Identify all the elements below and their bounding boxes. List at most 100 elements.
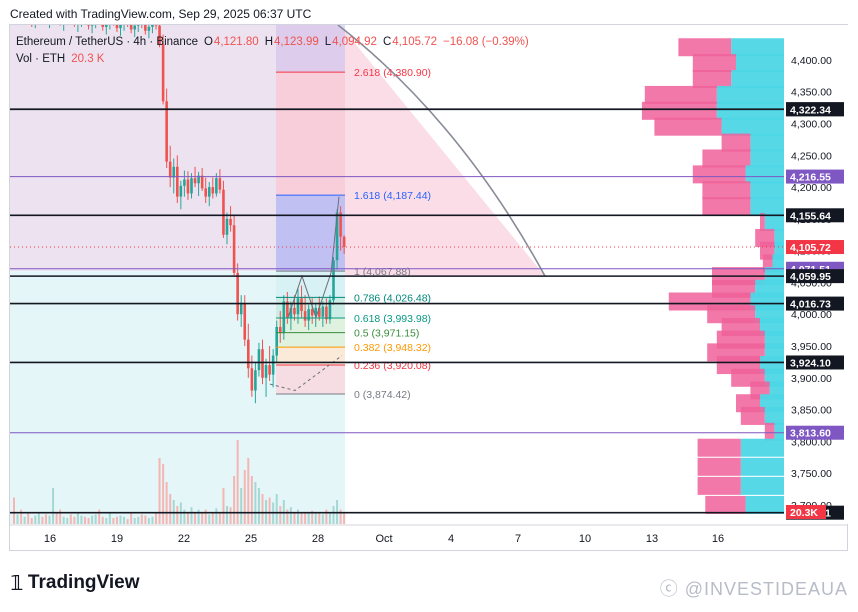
price-tick-label: 4,400.00: [791, 55, 832, 67]
volume-bar: [112, 518, 115, 524]
candle-body: [186, 179, 190, 194]
legend-close-label: C: [383, 36, 391, 48]
price-tick-label: 3,950.00: [791, 341, 832, 353]
candle-body: [112, 18, 115, 22]
candle-body: [133, 25, 136, 30]
level-price-tag: [786, 355, 844, 370]
time-tick-label: 16: [44, 533, 56, 545]
candle-body: [261, 349, 264, 378]
volume-profile-bar-pink: [692, 54, 736, 73]
volume-bar: [304, 513, 307, 524]
candle-body: [232, 225, 236, 273]
volume-bar: [52, 488, 55, 524]
volume-profile-bar-cyan: [731, 70, 784, 89]
fib-band-top: [276, 72, 345, 196]
volume-bar: [108, 512, 111, 524]
volume-bar: [183, 509, 186, 524]
candle-body: [105, 25, 108, 27]
candle-body: [94, 17, 97, 22]
time-tick-label: 22: [178, 533, 190, 545]
volume-bar: [41, 516, 44, 524]
candle-body: [151, 25, 154, 27]
candle-body: [300, 298, 303, 312]
legend-low-value: 4,094.92: [332, 36, 377, 48]
level-price-tag-label: 4,059.95: [790, 271, 831, 283]
projection-dashed: [269, 355, 343, 392]
candle-body: [222, 189, 225, 235]
volume-bar: [133, 518, 136, 524]
candle-body: [275, 326, 278, 356]
candle-body: [48, 17, 51, 21]
fib-band-upper: [276, 25, 345, 73]
candle-body: [236, 272, 239, 315]
candle-body: [84, 15, 87, 19]
volume-profile-bar-pink: [721, 133, 751, 152]
volume-bar: [236, 440, 239, 524]
volume-bar: [66, 518, 69, 524]
candle-body: [183, 179, 186, 186]
price-tick-label: 4,200.00: [791, 182, 832, 194]
volume-bar: [229, 507, 232, 524]
volume-bar: [105, 518, 108, 524]
fib-level-label: 0.786 (4,026.48): [354, 292, 431, 304]
time-tick-label: Oct: [375, 533, 392, 545]
fib-band-ext: [276, 195, 345, 272]
volume-bar: [176, 506, 179, 524]
candle-body: [147, 26, 151, 31]
candle-body: [27, 14, 30, 17]
volume-bar: [201, 512, 204, 524]
volume-bar: [321, 514, 324, 524]
time-tick-label: 13: [646, 533, 658, 545]
volume-profile-bar-cyan: [774, 241, 784, 260]
volume-bar: [332, 506, 335, 524]
candle-body: [296, 298, 300, 315]
volume-bar: [55, 512, 58, 524]
volume-bar: [158, 458, 161, 524]
candle-body: [13, 9, 16, 15]
volume-bar: [69, 514, 72, 524]
candle-body: [271, 355, 275, 375]
time-tick-label: 25: [245, 533, 257, 545]
candle-body: [123, 19, 126, 24]
volume-bar: [80, 515, 83, 524]
volume-legend-label: Vol · ETH: [16, 53, 65, 65]
price-tick-label: 4,350.00: [791, 87, 832, 99]
fib-level-label: 0.5 (3,971.15): [354, 328, 419, 340]
level-price-tag: [786, 169, 844, 184]
volume-profile-bar-pink: [702, 197, 751, 216]
tradingview-logo[interactable]: 𝟙 TradingView: [10, 571, 140, 595]
candle-body: [172, 166, 176, 178]
volume-profile-bar-cyan: [740, 457, 784, 476]
candle-body: [168, 161, 172, 178]
volume-bar: [208, 514, 211, 524]
time-tick-label: 28: [312, 533, 324, 545]
level-price-tag: [786, 425, 844, 440]
level-price-tag: [786, 208, 844, 223]
last-price-tag: [786, 240, 844, 255]
level-price-tag-label: 3,924.10: [790, 357, 831, 369]
candle-body: [30, 17, 33, 22]
candle-body: [200, 175, 204, 189]
candle-body: [318, 307, 321, 317]
legend-high-value: 4,123.99: [274, 36, 319, 48]
candle-body: [314, 307, 318, 316]
volume-bar: [318, 512, 321, 524]
legend-high-label: H: [265, 36, 273, 48]
candle-body: [229, 218, 232, 226]
candle-body: [268, 365, 271, 375]
volume-bar: [222, 488, 225, 524]
candle-body: [328, 300, 332, 320]
fib-level-label: 1.618 (4,187.44): [354, 190, 431, 202]
volume-bar: [34, 515, 37, 524]
candle-body: [190, 178, 193, 194]
volume-bar: [98, 509, 101, 524]
volume-profile-bar-cyan: [774, 422, 784, 441]
time-tick-label: 7: [515, 533, 521, 545]
volume-profile-bar-cyan: [764, 406, 784, 425]
candle-body: [207, 187, 211, 197]
candle-body: [73, 18, 76, 24]
volume-bar: [101, 516, 104, 524]
volume-bar: [297, 509, 299, 524]
candle-body: [293, 307, 296, 315]
